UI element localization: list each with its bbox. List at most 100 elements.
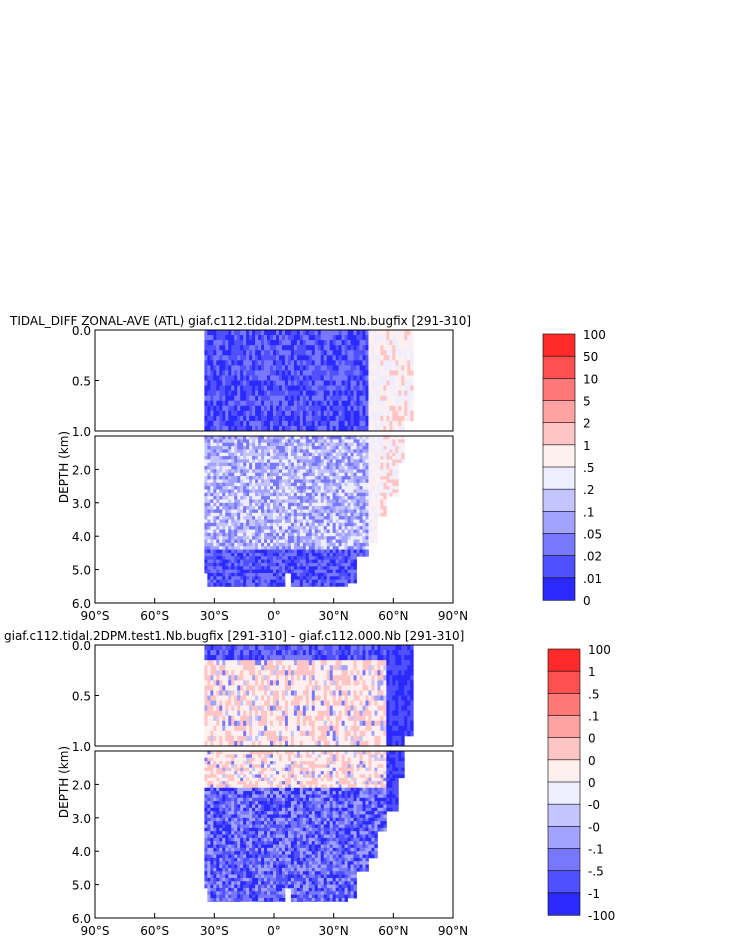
heatmap-cell (311, 439, 316, 444)
heatmap-cell (347, 375, 351, 381)
heatmap-cell (359, 390, 363, 397)
heatmap-cell (332, 486, 337, 490)
heatmap-cell (234, 837, 238, 842)
heatmap-cell (389, 385, 393, 391)
colorbar-label: .05 (583, 528, 602, 542)
heatmap-cell (264, 582, 268, 587)
heatmap-cell (243, 459, 247, 464)
heatmap-cell (240, 675, 244, 681)
heatmap-cell (267, 442, 271, 447)
heatmap-cell (240, 516, 244, 520)
heatmap-cell (284, 439, 289, 444)
heatmap-cell (261, 345, 265, 351)
heatmap-cell (296, 456, 301, 460)
heatmap-cell (240, 400, 244, 407)
heatmap-cell (350, 449, 354, 454)
heatmap-cell (323, 449, 328, 454)
heatmap-cell (261, 486, 265, 490)
heatmap-cell (207, 562, 211, 567)
heatmap-cell (350, 420, 354, 427)
heatmap-cell (320, 499, 325, 504)
heatmap-cell (225, 486, 229, 490)
heatmap-cell (359, 546, 363, 550)
heatmap-cell (293, 492, 298, 497)
heatmap-cell (246, 469, 250, 474)
heatmap-cell (264, 420, 268, 427)
heatmap-cell (278, 436, 283, 440)
heatmap-cell (278, 482, 283, 487)
heatmap-cell (219, 715, 223, 722)
heatmap-cell (380, 499, 384, 504)
heatmap-cell (228, 582, 232, 587)
heatmap-cell (264, 370, 268, 376)
heatmap-cell (231, 884, 235, 889)
heatmap-cell (377, 375, 381, 381)
heatmap-cell (326, 566, 331, 570)
heatmap-cell (234, 675, 238, 681)
heatmap-cell (317, 569, 322, 574)
heatmap-cell (335, 562, 340, 567)
heatmap-cell (296, 442, 301, 447)
heatmap-cell (323, 556, 328, 560)
heatmap-cell (380, 442, 384, 447)
heatmap-cell (317, 360, 322, 366)
heatmap-cell (302, 536, 307, 540)
heatmap-cell (392, 380, 396, 386)
heatmap-cell (281, 469, 286, 474)
heatmap-cell (243, 582, 247, 587)
heatmap-cell (296, 370, 301, 376)
heatmap-cell (213, 670, 217, 676)
heatmap-cell (359, 526, 363, 530)
heatmap-cell (401, 452, 405, 457)
heatmap-cell (210, 824, 214, 829)
heatmap-cell (338, 572, 343, 577)
heatmap-cell (356, 549, 360, 554)
heatmap-cell (275, 552, 280, 557)
heatmap-cell (228, 877, 232, 882)
heatmap-cell (293, 509, 298, 514)
heatmap-cell (311, 442, 316, 447)
heatmap-cell (207, 784, 211, 789)
heatmap-cell (305, 370, 310, 376)
heatmap-cell (231, 891, 235, 896)
heatmap-cell (234, 774, 238, 779)
heatmap-cell (252, 405, 256, 412)
heatmap-cell (326, 400, 331, 407)
heatmap-cell (311, 552, 316, 557)
heatmap-cell (320, 502, 325, 507)
heatmap-cell (353, 360, 357, 366)
heatmap-cell (311, 566, 316, 570)
heatmap-cell (398, 390, 402, 397)
heatmap-cell (255, 479, 259, 484)
heatmap-cell (314, 556, 319, 560)
heatmap-cell (237, 539, 241, 544)
heatmap-cell (353, 410, 357, 417)
heatmap-cell (261, 536, 265, 540)
heatmap-cell (287, 380, 292, 386)
heatmap-cell (344, 526, 348, 530)
heatmap-cell (213, 854, 217, 859)
heatmap-cell (407, 335, 411, 341)
heatmap-cell (216, 767, 220, 772)
heatmap-cell (234, 569, 238, 574)
heatmap-cell (332, 552, 337, 557)
heatmap-cell (323, 330, 328, 336)
heatmap-cell (216, 891, 220, 896)
heatmap-cell (311, 506, 316, 510)
heatmap-cell (225, 380, 229, 386)
heatmap-cell (287, 546, 292, 550)
heatmap-cell (246, 506, 250, 510)
heatmap-cell (219, 781, 223, 785)
heatmap-cell (323, 442, 328, 447)
heatmap-cell (273, 552, 277, 557)
heatmap-cell (323, 456, 328, 460)
heatmap-cell (317, 572, 322, 577)
heatmap-cell (365, 330, 369, 336)
heatmap-cell (207, 492, 211, 497)
heatmap-cell (368, 340, 372, 346)
heatmap-cell (278, 532, 283, 537)
heatmap-cell (281, 509, 286, 514)
heatmap-cell (213, 680, 217, 686)
heatmap-cell (228, 350, 232, 356)
heatmap-cell (255, 350, 259, 356)
